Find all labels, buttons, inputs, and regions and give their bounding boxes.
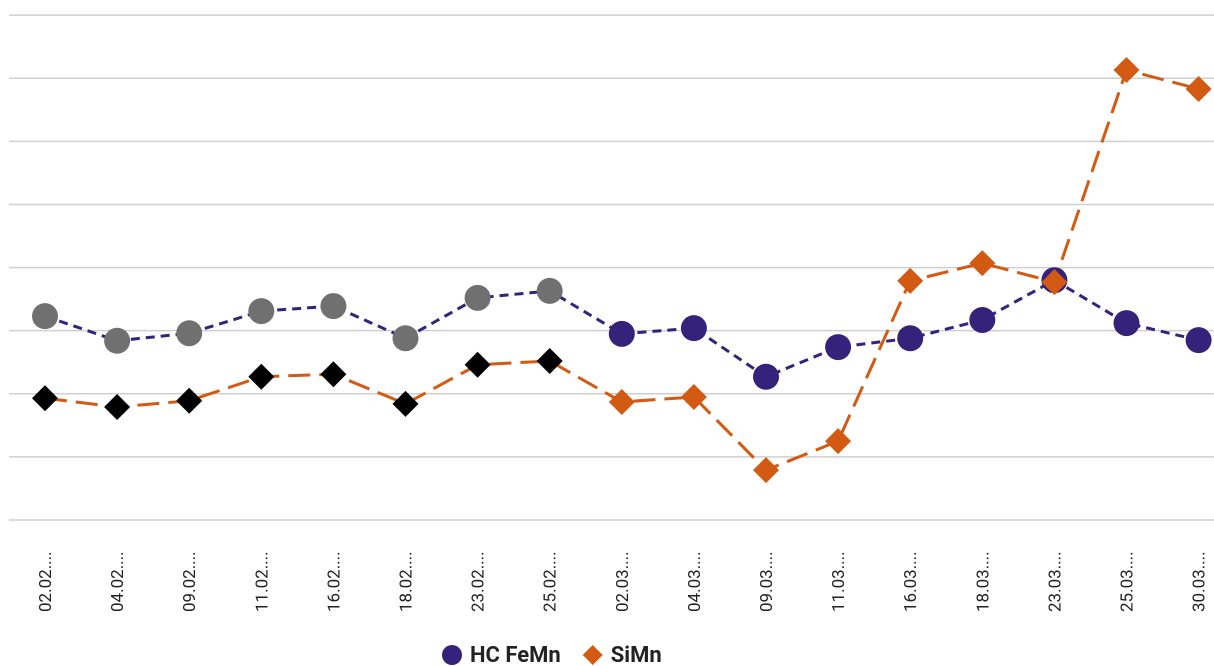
x-tick-label: 18.02.... bbox=[397, 551, 417, 612]
point bbox=[536, 347, 563, 374]
point bbox=[753, 457, 779, 484]
x-tick-label: 02.03.... bbox=[613, 551, 633, 612]
legend-marker bbox=[582, 645, 603, 665]
point bbox=[248, 298, 275, 325]
point bbox=[104, 394, 131, 421]
x-tick-label: 11.03.... bbox=[829, 551, 849, 612]
point bbox=[320, 361, 347, 388]
point bbox=[825, 334, 852, 361]
point bbox=[969, 250, 996, 277]
x-tick-label: 25.03.... bbox=[1118, 551, 1138, 612]
point bbox=[753, 363, 779, 390]
point bbox=[1185, 75, 1212, 102]
point bbox=[608, 320, 635, 347]
series-line bbox=[44, 278, 1199, 379]
legend-label: SiMn bbox=[611, 643, 662, 666]
x-tick-label: 18.03.... bbox=[973, 551, 993, 612]
point bbox=[104, 327, 131, 354]
point bbox=[680, 315, 707, 342]
point bbox=[680, 383, 707, 410]
point bbox=[608, 388, 635, 415]
point bbox=[1041, 269, 1068, 296]
point bbox=[1113, 57, 1140, 84]
point bbox=[392, 390, 419, 417]
point bbox=[825, 428, 852, 455]
x-tick-label: 02.02.... bbox=[36, 551, 56, 612]
x-tick-label: 09.03.... bbox=[757, 551, 777, 612]
point bbox=[897, 267, 924, 294]
point bbox=[464, 284, 491, 311]
point bbox=[969, 306, 996, 333]
point bbox=[392, 325, 419, 352]
point bbox=[176, 387, 203, 414]
x-tick-label: 09.02.... bbox=[180, 551, 200, 612]
point bbox=[1185, 327, 1212, 354]
x-tick-label: 11.02.... bbox=[252, 551, 272, 612]
x-tick-label: 04.03.... bbox=[685, 551, 705, 612]
x-tick-label: 04.02.... bbox=[108, 551, 128, 612]
point bbox=[32, 385, 58, 412]
legend-marker bbox=[442, 645, 462, 665]
point bbox=[176, 320, 203, 347]
x-tick-label: 30.03.... bbox=[1190, 551, 1210, 612]
x-tick-label: 23.02.... bbox=[469, 551, 489, 612]
point bbox=[897, 325, 924, 352]
point bbox=[32, 303, 58, 330]
point bbox=[320, 293, 347, 320]
legend-label: HC FeMn bbox=[470, 643, 561, 666]
point bbox=[464, 351, 491, 378]
x-tick-label: 25.02.... bbox=[541, 551, 561, 612]
point bbox=[536, 277, 563, 304]
point bbox=[248, 363, 275, 390]
x-tick-label: 16.03.... bbox=[901, 551, 921, 612]
x-tick-label: 23.03.... bbox=[1045, 551, 1065, 612]
x-tick-label: 16.02.... bbox=[324, 551, 344, 612]
point bbox=[1113, 310, 1140, 337]
